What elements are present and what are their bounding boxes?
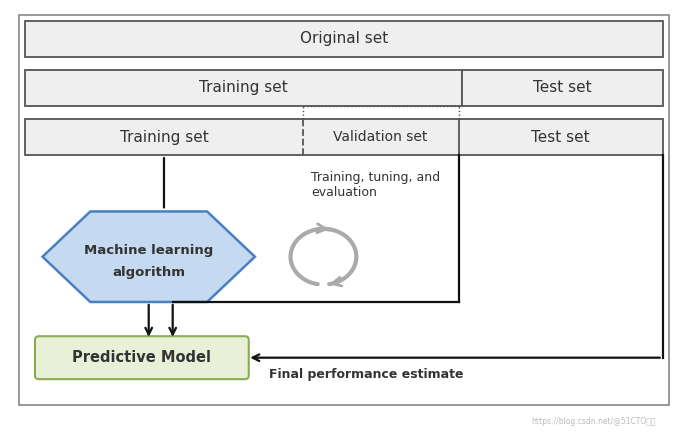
Text: algorithm: algorithm: [112, 266, 185, 279]
Text: Validation set: Validation set: [334, 130, 428, 144]
Text: Training set: Training set: [200, 80, 288, 95]
Bar: [462, 70, 663, 106]
FancyBboxPatch shape: [35, 336, 249, 379]
Bar: [25, 70, 462, 106]
Bar: [25, 21, 663, 57]
Text: Original set: Original set: [300, 31, 388, 46]
Text: Test set: Test set: [533, 80, 592, 95]
Bar: [19, 15, 669, 405]
Text: Test set: Test set: [531, 130, 590, 145]
Text: Training set: Training set: [120, 130, 208, 145]
Polygon shape: [43, 212, 255, 302]
Text: https://blog.csdn.net/@51CTO博客: https://blog.csdn.net/@51CTO博客: [531, 417, 656, 426]
Text: Training, tuning, and
evaluation: Training, tuning, and evaluation: [311, 171, 440, 199]
Bar: [25, 119, 663, 155]
Text: Machine learning: Machine learning: [84, 244, 213, 258]
Text: Predictive Model: Predictive Model: [72, 350, 211, 365]
Text: Final performance estimate: Final performance estimate: [268, 368, 463, 381]
